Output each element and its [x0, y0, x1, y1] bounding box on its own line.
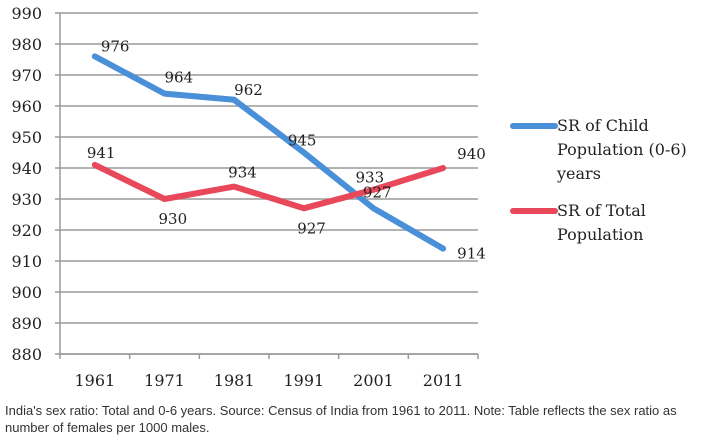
gridlines — [55, 12, 478, 355]
series-lines — [91, 53, 447, 252]
y-tick-label-910: 910 — [11, 252, 42, 271]
data-label-child-1971: 964 — [165, 69, 194, 87]
data-label-child-1991: 945 — [288, 132, 317, 150]
x-tick-label-1961: 1961 — [74, 371, 115, 390]
x-tick-label-1991: 1991 — [283, 371, 324, 390]
data-label-child-2011: 914 — [457, 245, 486, 263]
y-tick-label-880: 880 — [11, 345, 42, 364]
y-tick-label-930: 930 — [11, 190, 42, 209]
x-tick-label-1971: 1971 — [144, 371, 185, 390]
data-label-total-2001: 933 — [356, 169, 385, 187]
legend-label-child: SR of Child — [557, 116, 649, 135]
y-tick-label-940: 940 — [11, 159, 42, 178]
data-label-total-2011: 940 — [457, 145, 486, 163]
data-label-total-1981: 934 — [228, 164, 257, 182]
legend-label-child: years — [556, 164, 601, 183]
y-tick-label-900: 900 — [11, 283, 42, 302]
x-axis: 1961 1971 1981 1991 2001 2011 — [59, 13, 479, 390]
y-tick-label-990: 990 — [11, 4, 42, 23]
figure-caption: India's sex ratio: Total and 0-6 years. … — [5, 403, 677, 435]
legend-label-child: Population (0-6) — [557, 140, 687, 159]
data-label-child-1981: 962 — [234, 81, 263, 99]
data-label-total-1961: 941 — [87, 144, 116, 162]
y-tick-label-890: 890 — [11, 314, 42, 333]
data-label-child-1961: 976 — [101, 37, 130, 55]
x-tick-label-2011: 2011 — [423, 371, 464, 390]
data-label-total-1991: 927 — [297, 219, 326, 237]
data-label-child-2001: 927 — [363, 183, 392, 201]
y-tick-label-960: 960 — [11, 97, 42, 116]
y-axis-ticks: 880 890 900 910 920 930 940 950 960 970 980 990 — [11, 4, 42, 364]
y-tick-label-970: 970 — [11, 66, 42, 85]
x-tick-label-1981: 1981 — [214, 371, 255, 390]
series-line-total — [91, 161, 447, 212]
legend-label-total: Population — [557, 225, 643, 244]
y-tick-label-920: 920 — [11, 221, 42, 240]
y-tick-label-950: 950 — [11, 128, 42, 147]
y-tick-label-980: 980 — [11, 35, 42, 54]
line-chart: 880 890 900 910 920 930 940 950 960 970 980 990 196… — [11, 4, 687, 390]
legend: SR of Child Population (0-6) years SR of To… — [510, 116, 687, 244]
x-tick-label-2001: 2001 — [353, 371, 394, 390]
data-label-total-1971: 930 — [159, 210, 188, 228]
series-line-child — [91, 53, 447, 252]
legend-label-total: SR of Total — [557, 201, 646, 220]
